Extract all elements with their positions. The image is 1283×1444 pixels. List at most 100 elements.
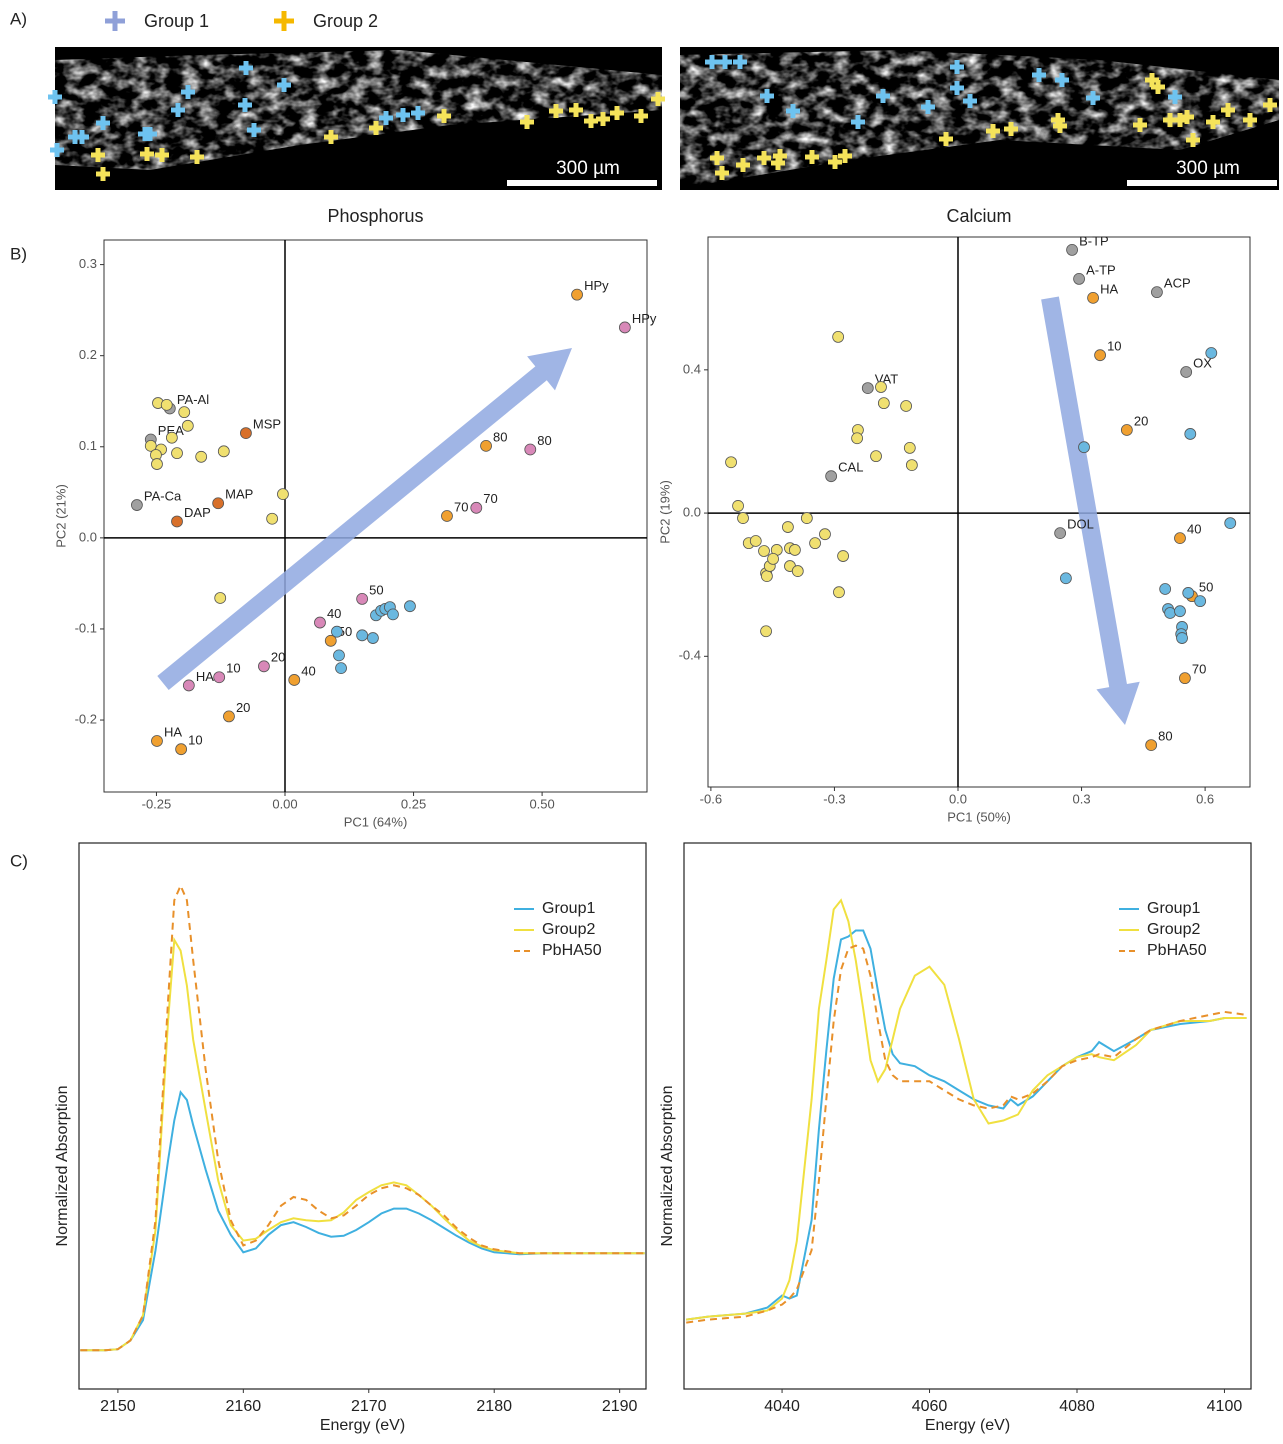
point-label: DOL	[1067, 517, 1094, 532]
point	[172, 448, 183, 459]
point	[172, 516, 183, 527]
y-axis-label: Normalized Absorption	[54, 1086, 71, 1247]
point	[277, 489, 288, 500]
point	[852, 433, 863, 444]
point	[1095, 350, 1106, 361]
legend-label: PbHA50	[542, 942, 602, 959]
point-label: HPy	[584, 278, 609, 293]
scale-bar-label: 300 µm	[556, 158, 620, 179]
legend-label: Group 2	[313, 11, 378, 31]
point	[387, 609, 398, 620]
y-tick-label: 0.1	[79, 438, 97, 453]
point	[1055, 528, 1066, 539]
x-axis-label: PC1 (50%)	[947, 809, 1011, 824]
point-label: 40	[301, 663, 315, 678]
panel-label: B)	[10, 244, 27, 263]
point	[471, 502, 482, 513]
point-label: HA	[196, 669, 214, 684]
y-tick-label: 0.3	[79, 256, 97, 271]
point	[1174, 533, 1185, 544]
point-label: 10	[188, 733, 202, 748]
point	[1185, 428, 1196, 439]
point	[240, 428, 251, 439]
panel-label: C)	[10, 851, 28, 870]
point	[906, 460, 917, 471]
point	[572, 289, 583, 300]
point	[179, 407, 190, 418]
scale-bar	[1127, 180, 1277, 186]
point-label: 10	[1107, 339, 1121, 354]
x-tick-label: 2170	[351, 1398, 387, 1415]
point	[782, 522, 793, 533]
y-axis-label: PC2 (21%)	[53, 484, 68, 548]
chart-title: Phosphorus	[327, 206, 423, 226]
point	[1174, 606, 1185, 617]
point	[176, 744, 187, 755]
point	[525, 444, 536, 455]
point-label: 40	[327, 606, 341, 621]
y-tick-label: -0.2	[75, 711, 97, 726]
x-axis-label: Energy (eV)	[320, 1417, 405, 1434]
point	[151, 459, 162, 470]
y-tick-label: -0.1	[75, 620, 97, 635]
point	[792, 566, 803, 577]
y-tick-label: -0.4	[679, 648, 701, 663]
chart-title: Calcium	[946, 206, 1011, 226]
point-label: 20	[1134, 413, 1148, 428]
point	[1151, 287, 1162, 298]
point	[901, 401, 912, 412]
x-tick-label: 0.25	[401, 796, 426, 811]
point	[759, 546, 770, 557]
point	[218, 446, 229, 457]
point-label: B-TP	[1079, 233, 1109, 248]
point	[1079, 442, 1090, 453]
point	[761, 626, 772, 637]
y-tick-label: 0.2	[79, 347, 97, 362]
point	[357, 630, 368, 641]
point-label: 80	[537, 433, 551, 448]
x-tick-label: 2180	[476, 1398, 512, 1415]
x-tick-label: -0.25	[142, 796, 172, 811]
point	[878, 398, 889, 409]
point	[1121, 425, 1132, 436]
plot-frame	[708, 237, 1250, 787]
point	[215, 592, 226, 603]
x-tick-label: 4040	[764, 1398, 800, 1415]
series-line	[686, 900, 1246, 1319]
point	[196, 451, 207, 462]
point	[131, 500, 142, 511]
point	[761, 571, 772, 582]
series-line	[80, 1092, 644, 1350]
point	[1183, 587, 1194, 598]
point	[289, 674, 300, 685]
x-tick-label: 0.0	[949, 791, 967, 806]
point	[768, 553, 779, 564]
point-label: CAL	[838, 460, 863, 475]
point-label: 10	[226, 661, 240, 676]
point-label: 70	[483, 491, 497, 506]
point	[333, 650, 344, 661]
point	[738, 513, 749, 524]
point	[1074, 273, 1085, 284]
scale-bar-label: 300 µm	[1176, 158, 1240, 179]
point-label: 40	[1187, 522, 1201, 537]
point-label: 50	[1199, 580, 1213, 595]
point-label: PA-Ca	[144, 489, 182, 504]
x-tick-label: 4060	[912, 1398, 948, 1415]
point	[1160, 583, 1171, 594]
x-tick-label: 0.3	[1073, 791, 1091, 806]
point-label: 70	[454, 499, 468, 514]
point	[258, 661, 269, 672]
x-tick-label: -0.3	[823, 791, 845, 806]
trend-arrow	[1041, 296, 1140, 725]
point-label: A-TP	[1086, 262, 1116, 277]
point	[331, 626, 342, 637]
y-tick-label: 0.0	[683, 505, 701, 520]
y-tick-label: 0.0	[79, 529, 97, 544]
point	[862, 383, 873, 394]
y-tick-label: 0.4	[683, 361, 701, 376]
point	[182, 420, 193, 431]
legend-label: Group2	[1147, 921, 1200, 938]
legend-label: Group1	[542, 900, 595, 917]
series-line	[686, 946, 1246, 1323]
